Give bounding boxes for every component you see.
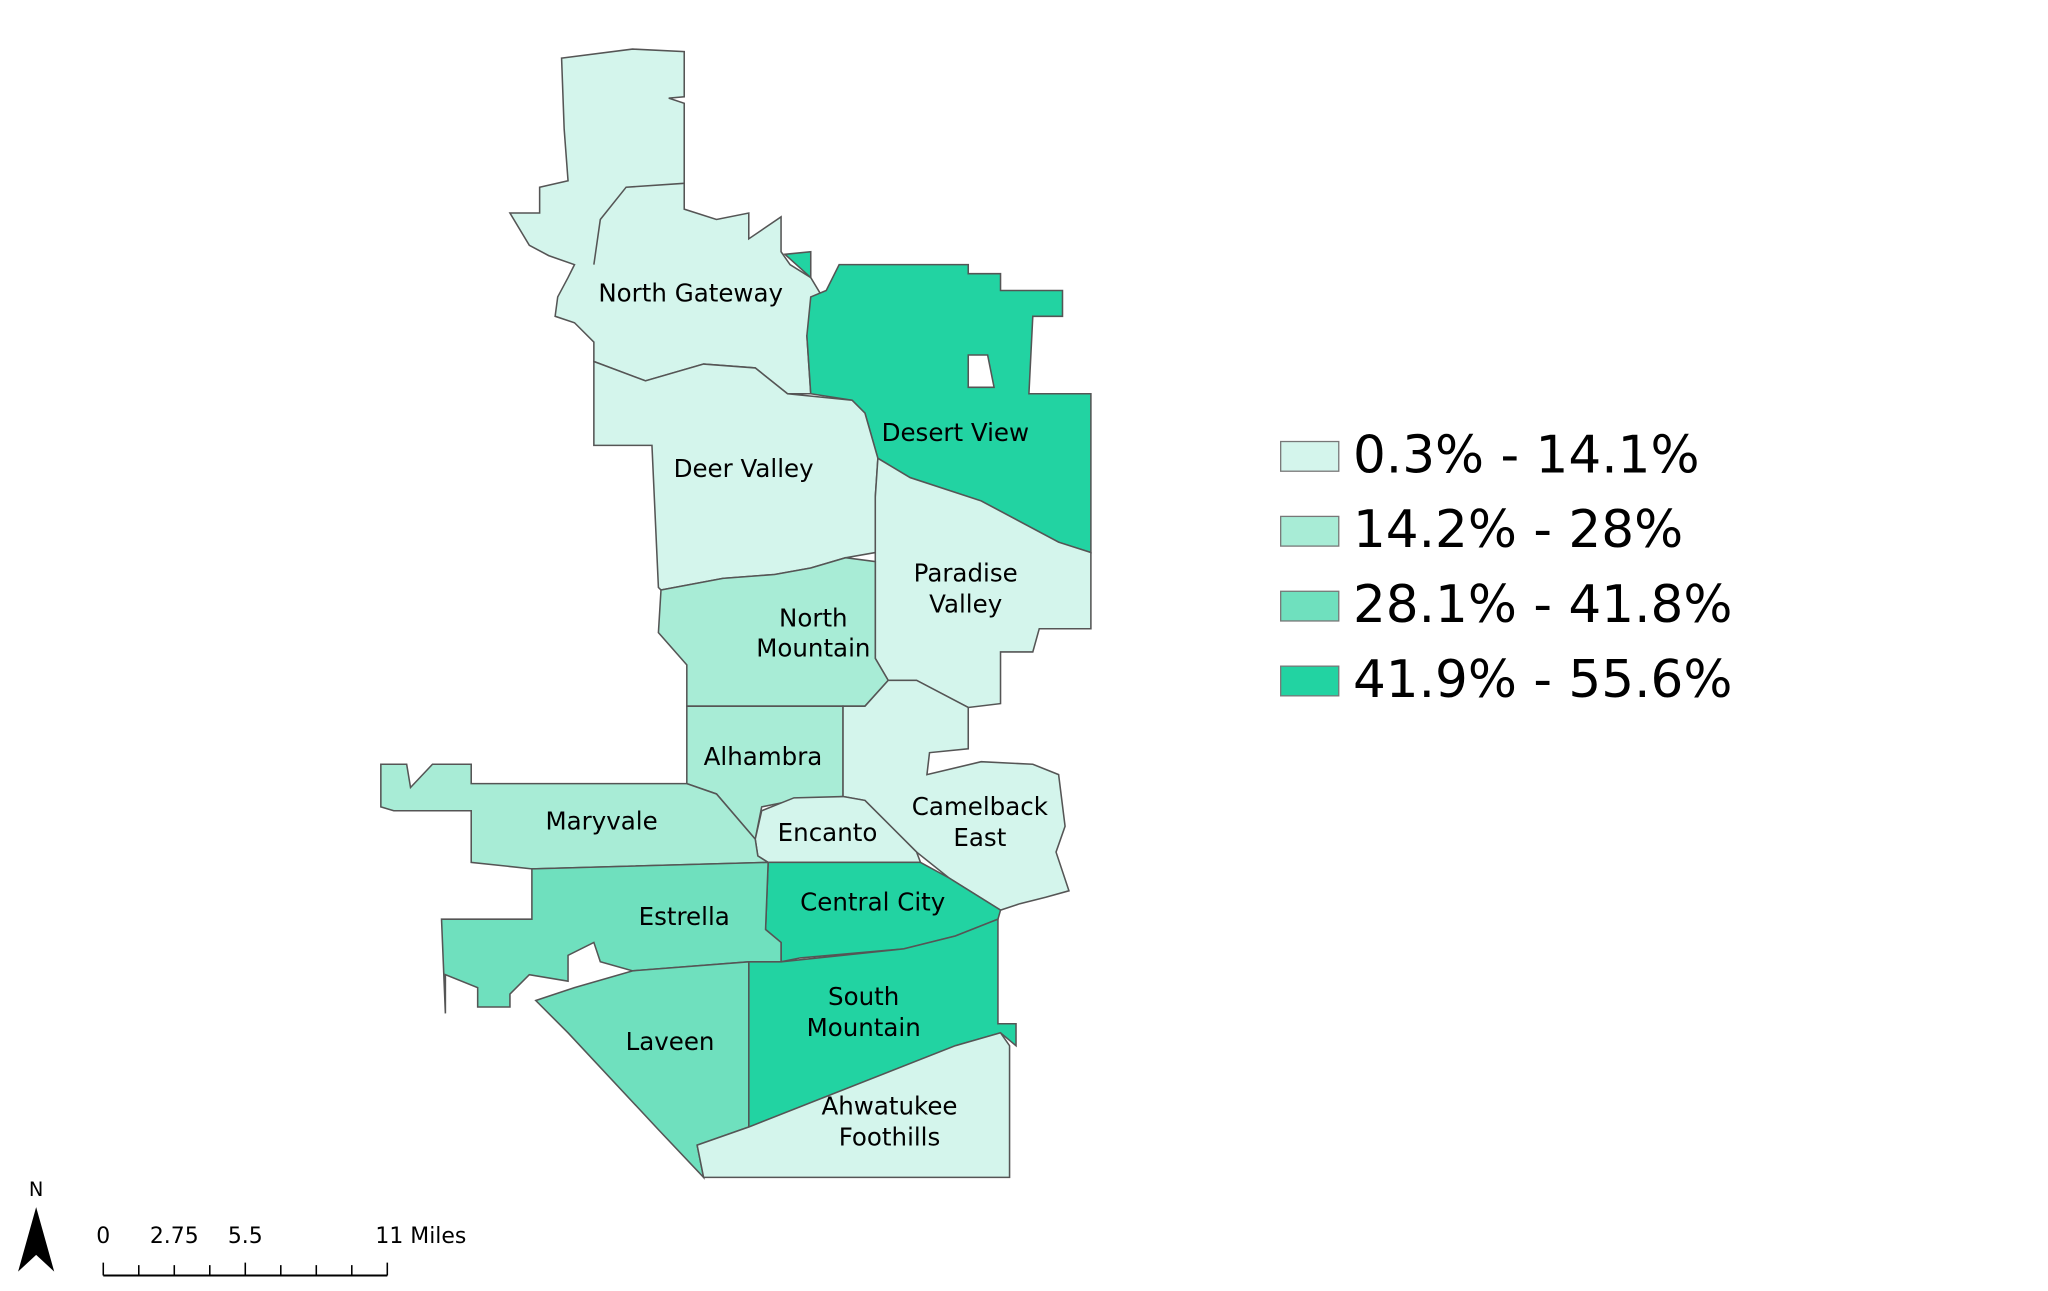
legend-swatch (1280, 440, 1340, 472)
region-label: Mountain (756, 633, 870, 662)
region-label: Encanto (778, 818, 878, 847)
north-arrow: N (18, 1178, 55, 1272)
region-label: Maryvale (546, 806, 658, 835)
legend-swatch (1280, 590, 1340, 622)
legend: 0.3% - 14.1% 14.2% - 28% 28.1% - 41.8% 41.9… (1280, 425, 1732, 710)
scale-label: 5.5 (228, 1224, 263, 1249)
region-label: Foothills (839, 1123, 941, 1152)
legend-swatch (1280, 515, 1340, 547)
legend-label: 28.1% - 41.8% (1353, 575, 1732, 635)
region-label: Mountain (807, 1013, 921, 1042)
region-label: Central City (800, 888, 945, 917)
region-label: North Gateway (598, 278, 783, 307)
region (440, 861, 782, 1014)
region (696, 1031, 1011, 1179)
region-label: Alhambra (704, 742, 823, 771)
scale-bar: 0 2.75 5.5 11 Miles (96, 1224, 466, 1277)
legend-label: 14.2% - 28% (1353, 500, 1683, 560)
region (783, 250, 812, 280)
scale-ticks (102, 1262, 389, 1276)
arrow (18, 1207, 55, 1272)
scale-label: 2.75 (150, 1224, 199, 1249)
region-label: Deer Valley (674, 454, 814, 483)
region-label: Paradise (914, 558, 1018, 587)
region-label: Ahwatukee (821, 1092, 957, 1121)
scale-label: 11 Miles (375, 1224, 466, 1249)
region-labels: North Gateway Desert View Deer Valley Pa… (546, 278, 1049, 1151)
region-label: Laveen (626, 1027, 715, 1056)
map-regions (380, 48, 1092, 1180)
legend-label: 0.3% - 14.1% (1353, 425, 1700, 485)
region-label: Valley (929, 589, 1002, 618)
north-label: N (29, 1178, 43, 1201)
region-label: North (779, 604, 848, 633)
region-label: South (828, 982, 899, 1011)
legend-swatch (1280, 665, 1340, 697)
legend-label: 41.9% - 55.6% (1353, 650, 1732, 710)
region-label: Camelback (912, 792, 1049, 821)
hole (967, 354, 996, 389)
scale-label: 0 (96, 1224, 110, 1249)
region (508, 48, 828, 395)
region-label: East (953, 823, 1006, 852)
region-label: Desert View (882, 418, 1029, 447)
region-label: Estrella (639, 902, 730, 931)
region (380, 763, 771, 870)
boundary (593, 182, 685, 265)
region (657, 556, 890, 707)
